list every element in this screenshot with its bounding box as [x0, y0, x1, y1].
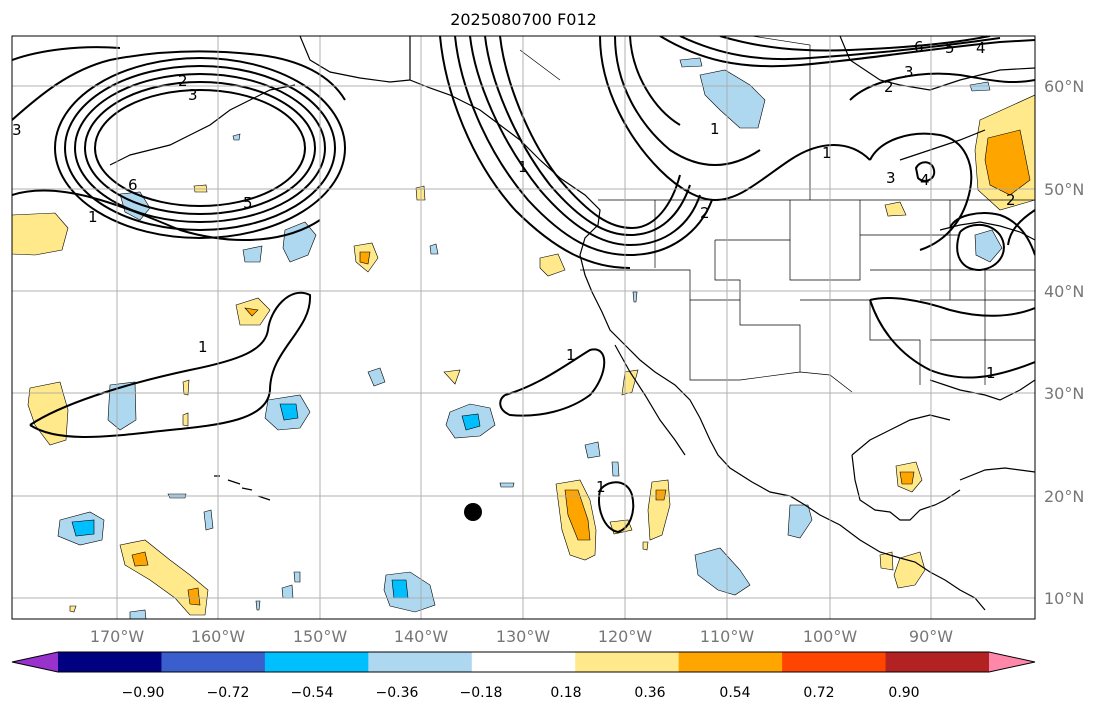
colorbar-tick-label: 0.54: [719, 685, 750, 701]
contour-label: 3: [904, 63, 914, 81]
contour-label: 1: [596, 478, 606, 496]
colorbar-tick-label: −0.72: [207, 685, 250, 701]
contour-label: 3: [188, 86, 198, 104]
longitude-label: 110°W: [700, 627, 755, 646]
longitude-label: 160°W: [191, 627, 246, 646]
contour-label: 5: [243, 194, 253, 212]
position-marker: [464, 503, 482, 521]
contour-label: 3: [886, 169, 896, 187]
contour-label: 6: [128, 176, 138, 194]
contour-label: 4: [920, 171, 930, 189]
contour-label: 5: [945, 39, 955, 57]
longitude-label: 120°W: [598, 627, 653, 646]
graticule: [12, 36, 1035, 619]
colorbar-tick-label: −0.54: [291, 685, 334, 701]
map-frame: [11, 35, 1036, 620]
contour-label: 1: [710, 120, 720, 138]
contour-label: 6: [914, 38, 924, 56]
latitude-label: 60°N: [1044, 77, 1084, 96]
contour-label: 2: [884, 78, 894, 96]
contour-label: 1: [518, 158, 528, 176]
contour-label: 1: [822, 144, 832, 162]
contour-label: 1: [566, 346, 576, 364]
longitude-label: 100°W: [803, 627, 858, 646]
contour-label: 2: [178, 72, 188, 90]
colorbar-segment: [161, 652, 266, 672]
coastlines: [109, 36, 1035, 611]
contour-label: 1: [986, 364, 996, 382]
colorbar-extend-min: [12, 652, 58, 672]
contour-label: 4: [976, 39, 986, 57]
longitude-label: 90°W: [909, 627, 953, 646]
contour-label: 2: [700, 204, 710, 222]
colorbar: [11, 651, 1036, 673]
longitude-label: 140°W: [394, 627, 449, 646]
colorbar-tick-label: −0.90: [122, 685, 165, 701]
colorbar-tick-label: −0.18: [460, 685, 503, 701]
colorbar-tick-label: −0.36: [376, 685, 419, 701]
latitude-label: 20°N: [1044, 487, 1084, 506]
colorbar-segment: [58, 652, 162, 672]
colorbar-extend-max: [989, 652, 1035, 672]
latitude-axis: 60°N 50°N 40°N 30°N 20°N 10°N: [1044, 77, 1084, 608]
positive-shading: [12, 94, 1035, 616]
colorbar-tick-label: 0.90: [888, 685, 919, 701]
contour-label: 3: [12, 121, 22, 139]
colorbar-tick-label: 0.36: [634, 685, 665, 701]
colorbar-tick-label: 0.18: [550, 685, 581, 701]
contour-label: 1: [198, 338, 208, 356]
contour-value-labels: 2 3 6 5 3 1 1 1 2 1 6 5 4 3 2 1 4 3 2 1 …: [12, 38, 1016, 496]
colorbar-segment: [471, 652, 576, 672]
longitude-axis: 170°W 160°W 150°W 140°W 130°W 120°W 110°…: [90, 627, 953, 646]
latitude-label: 10°N: [1044, 589, 1084, 608]
latitude-label: 50°N: [1044, 180, 1084, 199]
colorbar-segment: [264, 652, 369, 672]
contour-lines: [12, 36, 1035, 534]
longitude-label: 130°W: [496, 627, 551, 646]
colorbar-segment: [678, 652, 783, 672]
map-title: 2025080700 F012: [450, 10, 597, 29]
latitude-label: 40°N: [1044, 282, 1084, 301]
longitude-label: 150°W: [293, 627, 348, 646]
negative-shading: [57, 57, 1003, 619]
colorbar-tick-label: 0.72: [803, 685, 834, 701]
longitude-label: 170°W: [90, 627, 145, 646]
colorbar-tick-labels: −0.90 −0.72 −0.54 −0.36 −0.18 0.18 0.36 …: [122, 685, 920, 701]
contour-label: 1: [88, 208, 98, 226]
colorbar-segment: [885, 652, 990, 672]
latitude-label: 30°N: [1044, 384, 1084, 403]
colorbar-outline: [11, 651, 1036, 673]
colorbar-segment: [368, 652, 473, 672]
colorbar-segment: [782, 652, 887, 672]
colorbar-segment: [575, 652, 680, 672]
contour-label: 2: [1006, 191, 1016, 209]
